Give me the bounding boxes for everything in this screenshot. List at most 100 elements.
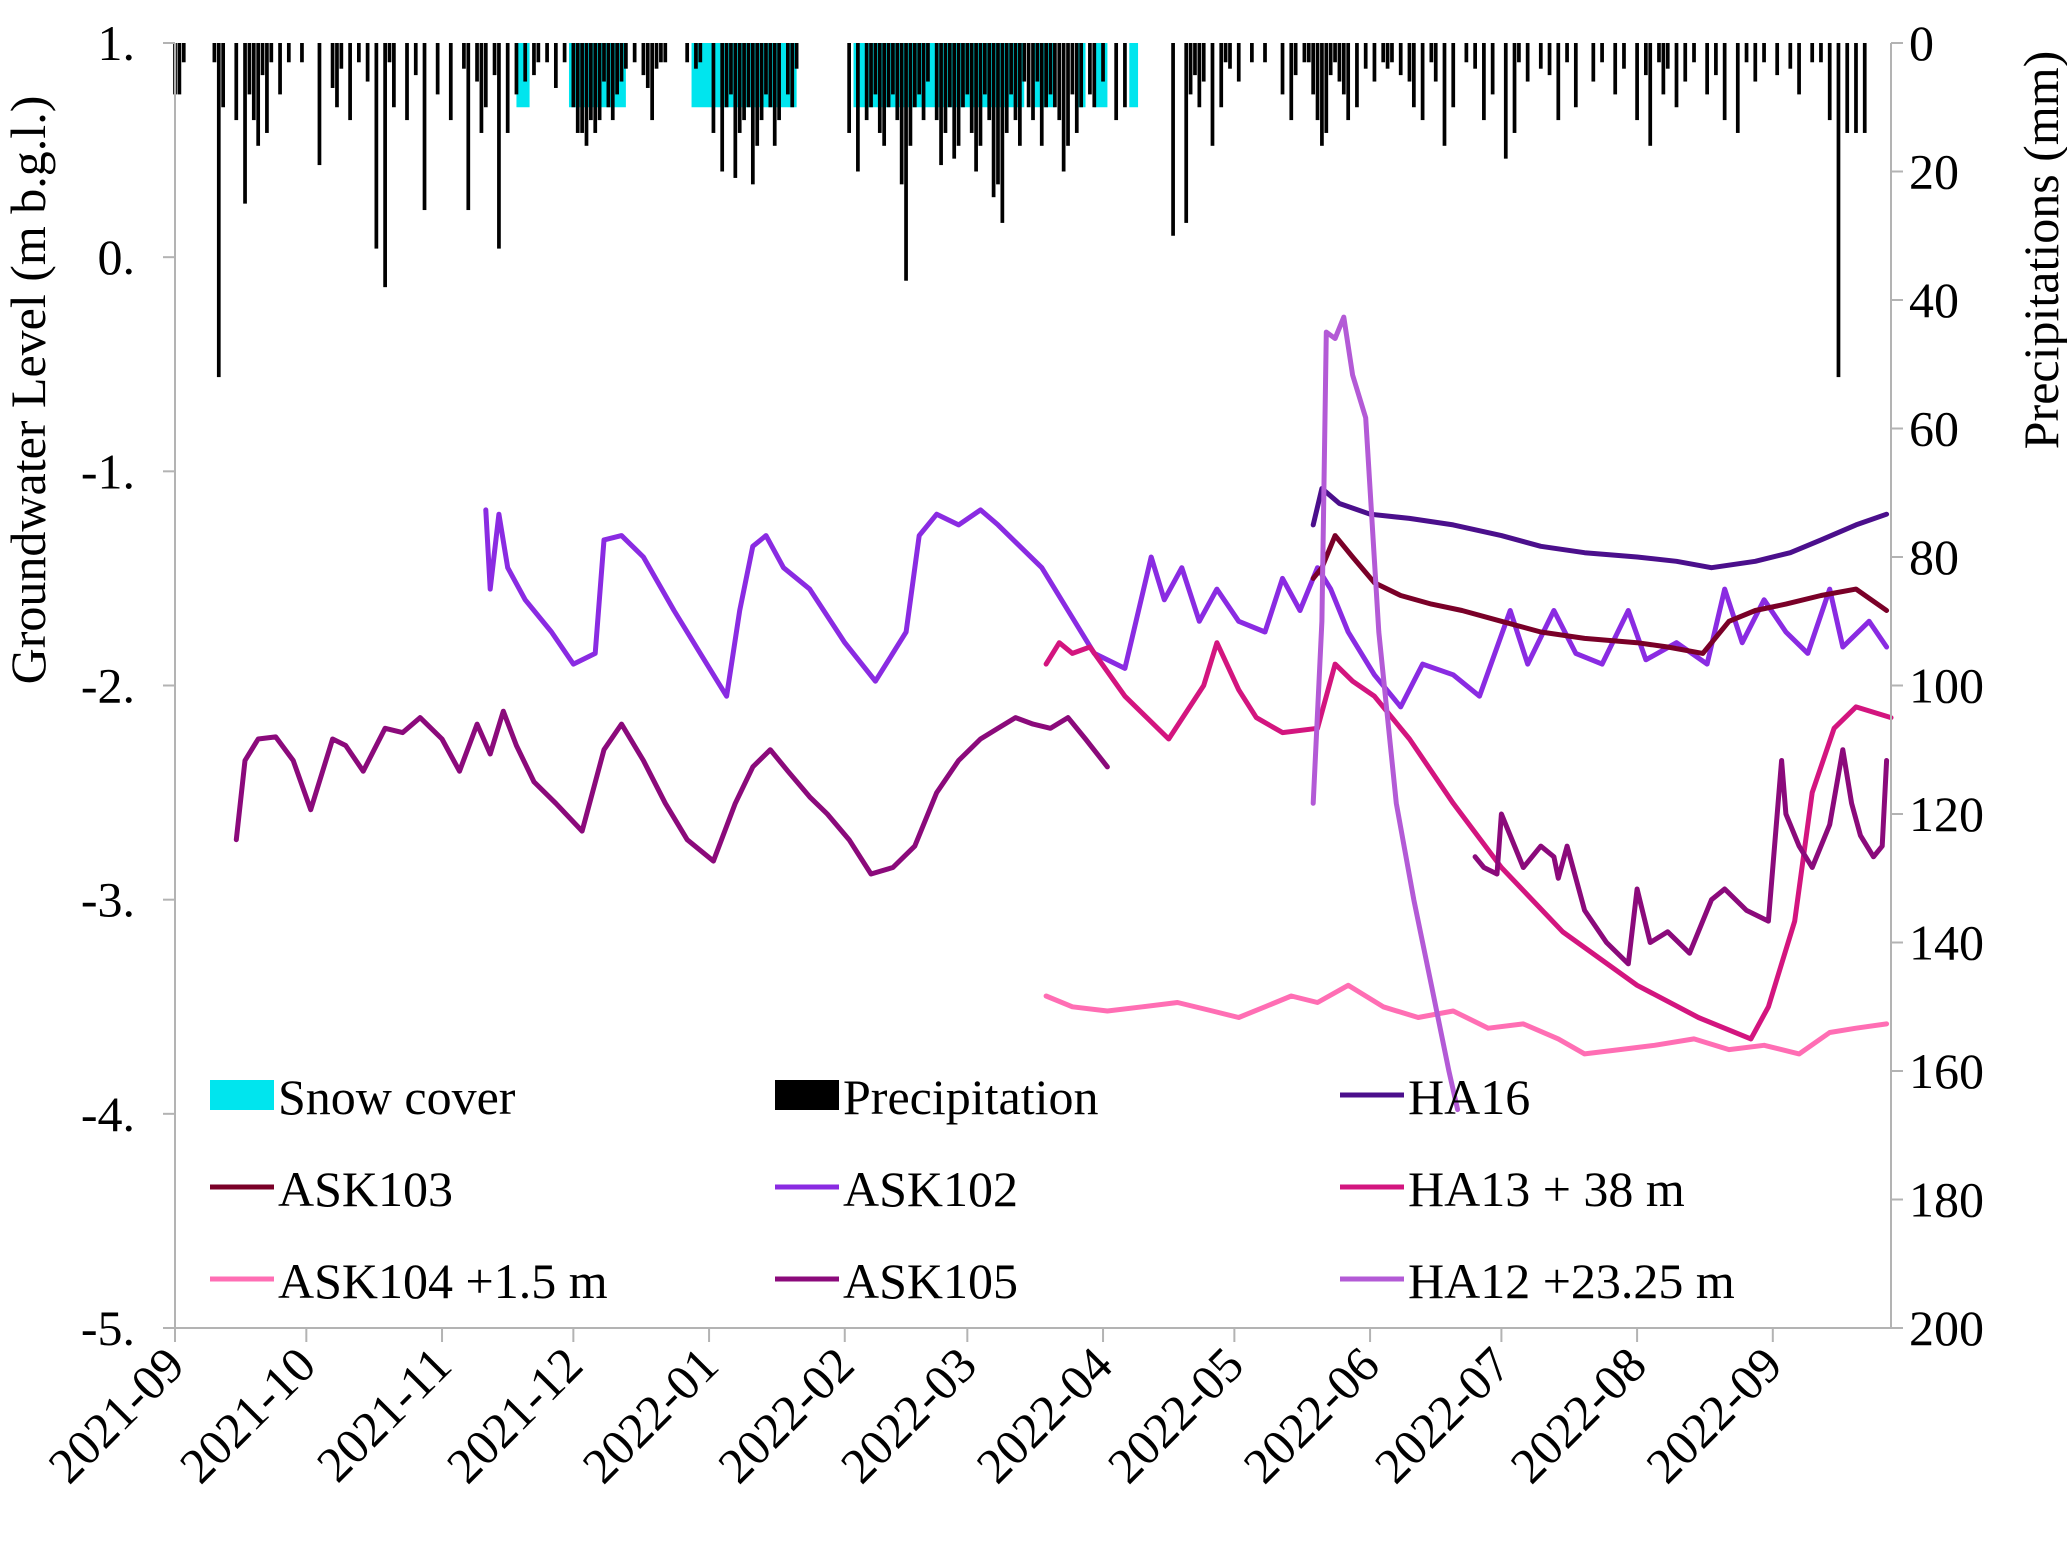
y2-axis-title: Precipitations (mm): [2013, 51, 2067, 450]
precip-bar-198: [1573, 43, 1578, 108]
snow-cover-bar-0: [516, 43, 530, 108]
precip-bar-63: [645, 43, 650, 88]
precip-bar-62: [641, 43, 646, 76]
precip-bar-228: [1862, 43, 1867, 133]
precip-bar-106: [934, 43, 939, 121]
precip-bar-45: [545, 43, 549, 63]
precip-bar-110: [952, 43, 957, 159]
precip-bar-50: [580, 43, 584, 133]
precip-bar-25: [383, 43, 387, 288]
y-tick-label-6: -5.: [81, 1300, 135, 1356]
precip-bar-134: [1057, 43, 1062, 121]
precip-bar-9: [251, 43, 256, 121]
precip-bar-66: [659, 43, 663, 63]
precip-bar-23: [365, 43, 370, 82]
precip-bar-53: [593, 43, 598, 133]
precip-bar-135: [1061, 43, 1066, 172]
x-tick-label-8: 2022-05: [1097, 1336, 1254, 1493]
precip-bar-221: [1797, 43, 1801, 95]
snow-cover-bar-7: [1129, 43, 1139, 108]
precip-bar-71: [711, 43, 716, 133]
precip-bar-120: [996, 43, 1000, 185]
precip-bar-90: [856, 43, 860, 172]
precip-bar-185: [1451, 43, 1456, 108]
precip-bar-154: [1228, 43, 1232, 69]
precip-bar-126: [1022, 43, 1027, 82]
precip-bar-38: [492, 43, 497, 76]
precip-bar-199: [1591, 43, 1596, 82]
precip-bar-64: [650, 43, 655, 121]
x-tick-label-12: 2022-09: [1635, 1336, 1792, 1493]
legend-entry-ha12-23-25-m: HA12 +23.25 m: [1340, 1253, 1735, 1309]
precip-bar-13: [269, 43, 274, 63]
y-tick-label-3: -2.: [81, 658, 135, 714]
precip-bar-86: [785, 43, 790, 95]
precip-bar-107: [939, 43, 943, 166]
precip-bar-98: [895, 43, 900, 121]
precip-bar-208: [1665, 43, 1670, 69]
precip-bar-209: [1674, 43, 1679, 108]
precip-bar-17: [317, 43, 322, 166]
precip-bar-196: [1556, 43, 1561, 121]
x-tick-label-9: 2022-06: [1232, 1336, 1389, 1493]
legend-entry-precipitation: Precipitation: [775, 1069, 1099, 1125]
precip-bar-76: [737, 43, 742, 133]
precip-bar-6: [234, 43, 239, 121]
precip-bar-223: [1819, 43, 1823, 63]
precip-bar-115: [974, 43, 978, 172]
precip-bar-173: [1363, 43, 1368, 69]
precip-bar-20: [339, 43, 344, 69]
series-line-ask105: [233, 708, 1110, 877]
precip-bar-37: [483, 43, 488, 108]
precip-bar-175: [1381, 43, 1386, 63]
precip-bar-214: [1722, 43, 1727, 121]
precip-bar-43: [532, 43, 536, 76]
precip-bar-36: [479, 43, 484, 133]
legend-entry-ha16: HA16: [1340, 1069, 1530, 1125]
snow-cover-bar-3: [853, 43, 1025, 108]
precip-bar-47: [562, 43, 567, 63]
precip-bar-194: [1538, 43, 1543, 69]
precip-bar-192: [1517, 43, 1521, 63]
precip-bar-166: [1324, 43, 1329, 133]
precip-bar-101: [908, 43, 913, 146]
legend-entry-snow-cover: Snow cover: [210, 1069, 516, 1125]
precip-bar-3: [212, 43, 217, 63]
precip-bar-26: [387, 43, 392, 63]
precip-bar-85: [777, 43, 781, 121]
precip-bar-191: [1512, 43, 1517, 133]
legend-label-ha12-23-25-m: HA12 +23.25 m: [1408, 1253, 1735, 1309]
precip-bar-56: [606, 43, 611, 108]
axes: [174, 43, 1892, 1329]
x-tick-label-3: 2021-12: [436, 1336, 593, 1493]
precip-bar-2: [181, 43, 186, 63]
precip-bar-169: [1337, 43, 1342, 82]
precip-bar-155: [1236, 43, 1241, 82]
precip-bar-113: [965, 43, 970, 95]
precip-bar-188: [1482, 43, 1486, 121]
precip-bar-168: [1333, 43, 1337, 63]
precip-bar-127: [1026, 43, 1031, 108]
precip-bar-143: [1114, 43, 1119, 121]
precip-bar-10: [256, 43, 261, 146]
x-tick-label-11: 2022-08: [1499, 1336, 1656, 1493]
precip-bar-21: [348, 43, 352, 121]
precip-bar-40: [505, 43, 510, 133]
precip-bar-146: [1184, 43, 1189, 223]
precip-bar-217: [1753, 43, 1758, 82]
precip-bar-137: [1070, 43, 1075, 95]
precip-bar-121: [1000, 43, 1005, 223]
precip-bar-220: [1788, 43, 1793, 69]
precip-bar-35: [475, 43, 479, 82]
precip-bar-92: [869, 43, 873, 108]
y-tick-label-4: -3.: [81, 872, 135, 928]
x-tick-label-5: 2022-02: [707, 1336, 864, 1493]
x-tick-label-2: 2021-11: [306, 1336, 462, 1492]
precip-bar-57: [610, 43, 615, 121]
precip-bar-171: [1346, 43, 1351, 121]
precip-bar-24: [374, 43, 379, 249]
x-tick-labels: 2021-092021-102021-112021-122022-012022-…: [37, 1328, 1793, 1494]
precip-bar-206: [1657, 43, 1661, 63]
y2-tick-label-6: 120: [1909, 786, 1984, 842]
series-line-ask104-1-5-m: [1043, 982, 1890, 1057]
